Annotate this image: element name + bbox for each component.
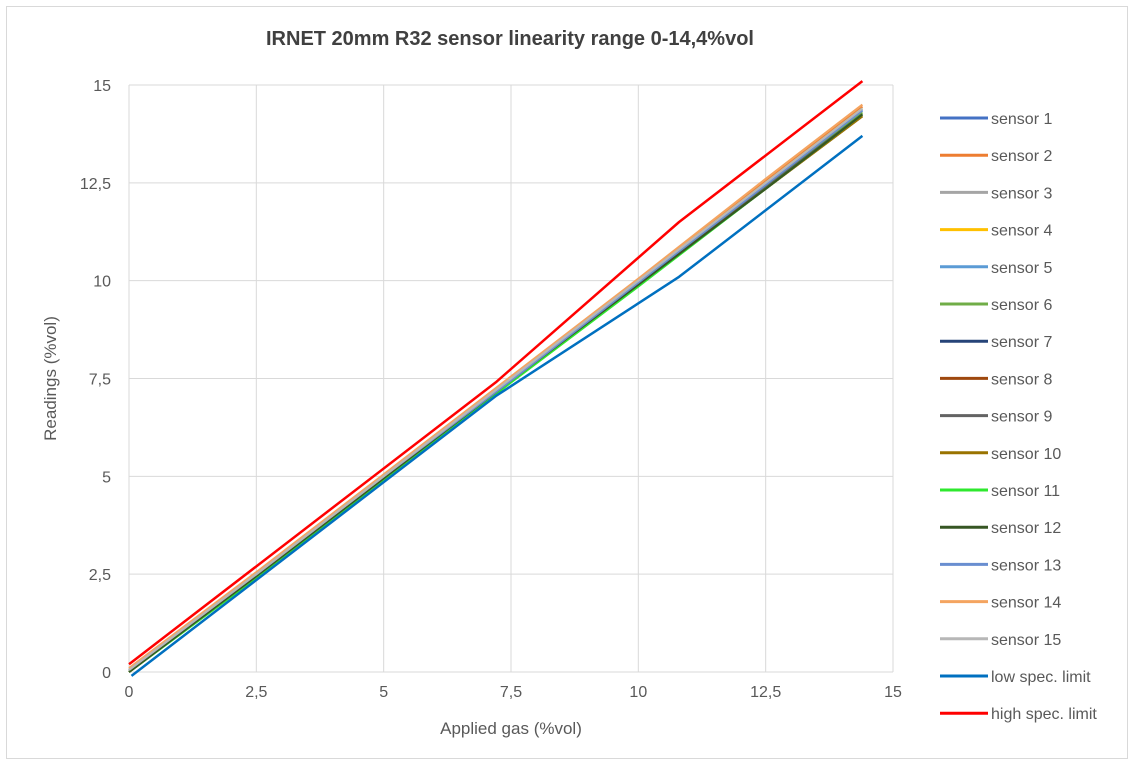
legend-label: sensor 8: [991, 371, 1052, 388]
series-line-sensor-14: [128, 103, 864, 669]
legend-label: sensor 13: [991, 557, 1061, 574]
chart-frame: [6, 6, 1128, 759]
legend-label: sensor 9: [991, 409, 1052, 426]
y-axis-title: Readings (%vol): [41, 316, 60, 441]
legend-label: sensor 10: [991, 446, 1061, 463]
legend-label: sensor 4: [991, 223, 1052, 240]
legend-label: sensor 3: [991, 185, 1052, 202]
series-line-high-spec-limit: [128, 80, 864, 666]
tick-labels: 0 2,5 5 7,5 10 12,5 15 0 2,5 5 7,5 10 12,5 15: [80, 78, 902, 701]
legend: sensor 1 sensor 2 sensor 3 sensor 4 sensor 5…: [940, 111, 1097, 723]
legend-label: sensor 14: [991, 595, 1061, 612]
legend-label: low spec. limit: [991, 669, 1091, 686]
x-tick-label: 12,5: [750, 684, 781, 701]
x-tick-label: 15: [884, 684, 902, 701]
legend-label: sensor 2: [991, 148, 1052, 165]
chart-title: IRNET 20mm R32 sensor linearity range 0-…: [266, 28, 754, 50]
legend-label: sensor 1: [991, 111, 1052, 128]
y-tick-label: 2,5: [89, 567, 111, 584]
legend-label: sensor 11: [991, 483, 1060, 500]
legend-label: sensor 6: [991, 297, 1052, 314]
legend-label: high spec. limit: [991, 706, 1097, 723]
y-tick-label: 7,5: [89, 372, 111, 389]
legend-label: sensor 12: [991, 520, 1061, 537]
y-tick-label: 10: [93, 274, 111, 291]
y-tick-label: 0: [102, 665, 111, 682]
series-line-sensor-15: [128, 107, 864, 671]
legend-label: sensor 5: [991, 260, 1052, 277]
x-tick-label: 5: [379, 684, 388, 701]
y-tick-label: 5: [102, 469, 111, 486]
x-tick-label: 2,5: [245, 684, 267, 701]
x-tick-label: 0: [125, 684, 134, 701]
x-tick-label: 7,5: [500, 684, 522, 701]
series-lines: [128, 80, 864, 677]
series-line-low-spec-limit: [130, 134, 864, 677]
x-tick-label: 10: [629, 684, 647, 701]
y-tick-label: 12,5: [80, 176, 111, 193]
x-axis-title: Applied gas (%vol): [440, 719, 582, 738]
legend-label: sensor 7: [991, 334, 1052, 351]
legend-label: sensor 15: [991, 632, 1061, 649]
y-tick-label: 15: [93, 78, 111, 95]
